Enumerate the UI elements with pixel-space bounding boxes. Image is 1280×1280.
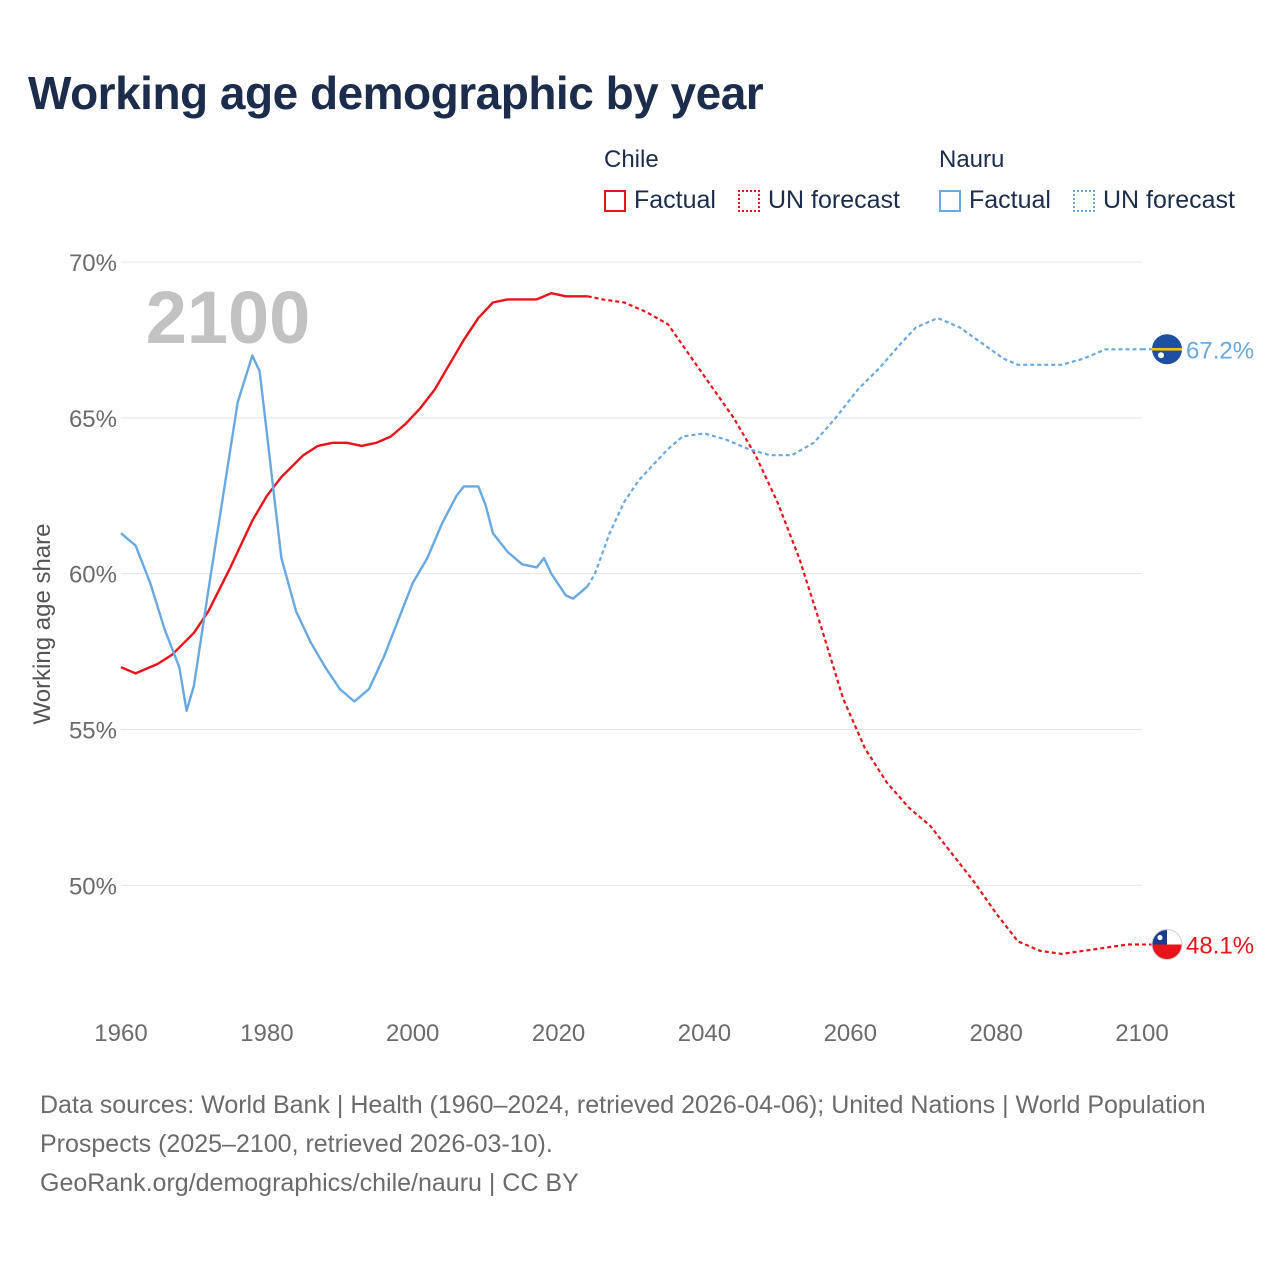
- legend-swatch-chile-forecast: [738, 189, 760, 212]
- x-tick-label: 2040: [678, 1020, 731, 1047]
- footer-credit: GeoRank.org/demographics/chile/nauru | C…: [40, 1169, 579, 1197]
- nauru-flag-icon: [1152, 334, 1182, 365]
- x-tick-label: 2020: [532, 1020, 585, 1047]
- y-tick-label: 50%: [69, 873, 117, 900]
- legend-label-chile-forecast: UN forecast: [768, 186, 900, 214]
- grid-layer: [121, 261, 1142, 886]
- legend-item-nauru-forecast[interactable]: UN forecast: [1073, 186, 1235, 215]
- legend-label-nauru-forecast: UN forecast: [1103, 186, 1235, 214]
- legend-item-chile-forecast[interactable]: UN forecast: [738, 186, 900, 215]
- x-axis: 1960 1980 2000 2020 2040 2060 2080 2100: [94, 1020, 1168, 1047]
- series-layer: [120, 292, 1142, 956]
- legend-swatch-nauru-forecast: [1073, 189, 1095, 212]
- series-line-chile-factual[interactable]: [120, 292, 588, 675]
- legend-label-chile-factual: Factual: [634, 186, 716, 214]
- end-label-nauru: 67.2%: [1186, 337, 1254, 364]
- y-tick-label: 55%: [69, 718, 117, 745]
- x-tick-label: 2080: [969, 1020, 1022, 1047]
- y-tick-label: 70%: [69, 250, 117, 277]
- legend-country-nauru: Nauru: [939, 146, 1005, 173]
- chile-flag-icon: [1151, 929, 1183, 961]
- series-line-nauru-forecast[interactable]: [586, 316, 1142, 587]
- legend-item-chile-factual[interactable]: Factual: [604, 186, 716, 215]
- y-axis-label: Working age share: [29, 524, 56, 725]
- legend-label-nauru-factual: Factual: [969, 186, 1051, 214]
- series-line-nauru-factual[interactable]: [120, 354, 589, 712]
- x-tick-label: 1980: [240, 1020, 293, 1047]
- year-watermark: 2100: [146, 276, 311, 359]
- footer: Data sources: World Bank | Health (1960–…: [40, 1086, 1220, 1203]
- footer-sources: Data sources: World Bank | Health (1960–…: [40, 1091, 1206, 1158]
- line-chart: 50% 55% 60% 65% 70% 1960 1980 2000 2020 2040 2060…: [29, 250, 1254, 1047]
- y-axis: 50% 55% 60% 65% 70%: [69, 250, 117, 900]
- legend-item-nauru-factual[interactable]: Factual: [939, 186, 1051, 215]
- legend-swatch-chile-factual: [604, 189, 626, 212]
- x-tick-label: 2100: [1115, 1020, 1168, 1047]
- x-tick-label: 2000: [386, 1020, 439, 1047]
- x-tick-label: 1960: [94, 1020, 147, 1047]
- series-line-chile-forecast[interactable]: [587, 295, 1142, 956]
- y-tick-label: 60%: [69, 562, 117, 589]
- end-label-chile: 48.1%: [1186, 933, 1254, 960]
- marker-layer: 48.1% 67.2%: [1142, 334, 1254, 961]
- x-tick-label: 2060: [824, 1020, 877, 1047]
- legend-country-chile: Chile: [604, 146, 659, 173]
- chart-title: Working age demographic by year: [28, 67, 764, 119]
- legend-swatch-nauru-factual: [939, 189, 961, 212]
- y-tick-label: 65%: [69, 406, 117, 433]
